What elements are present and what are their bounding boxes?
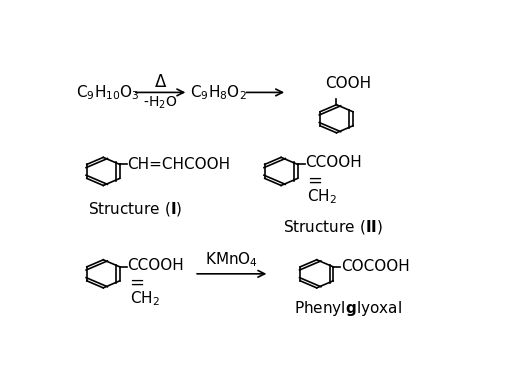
Text: COCOOH: COCOOH — [341, 259, 409, 274]
Text: C$_9$H$_{10}$O$_3$: C$_9$H$_{10}$O$_3$ — [75, 83, 139, 102]
Text: $\Delta$: $\Delta$ — [154, 73, 167, 91]
Text: C$_9$H$_8$O$_2$: C$_9$H$_8$O$_2$ — [190, 83, 246, 102]
Text: CCOOH: CCOOH — [305, 155, 361, 171]
Text: =: = — [129, 274, 144, 292]
Text: =: = — [306, 171, 321, 190]
Text: KMnO$_4$: KMnO$_4$ — [205, 250, 258, 269]
Text: CH$_2$: CH$_2$ — [129, 290, 159, 308]
Text: Phenyl$\bf{g}$lyoxal: Phenyl$\bf{g}$lyoxal — [294, 299, 402, 318]
Text: CH$_2$: CH$_2$ — [307, 187, 337, 206]
Text: CCOOH: CCOOH — [127, 258, 184, 273]
Text: CH=CHCOOH: CH=CHCOOH — [127, 157, 230, 172]
Text: Structure ($\bf{I}$): Structure ($\bf{I}$) — [88, 201, 182, 218]
Text: COOH: COOH — [325, 76, 371, 91]
Text: -H$_2$O: -H$_2$O — [143, 95, 177, 111]
Text: Structure ($\bf{II}$): Structure ($\bf{II}$) — [282, 218, 382, 236]
